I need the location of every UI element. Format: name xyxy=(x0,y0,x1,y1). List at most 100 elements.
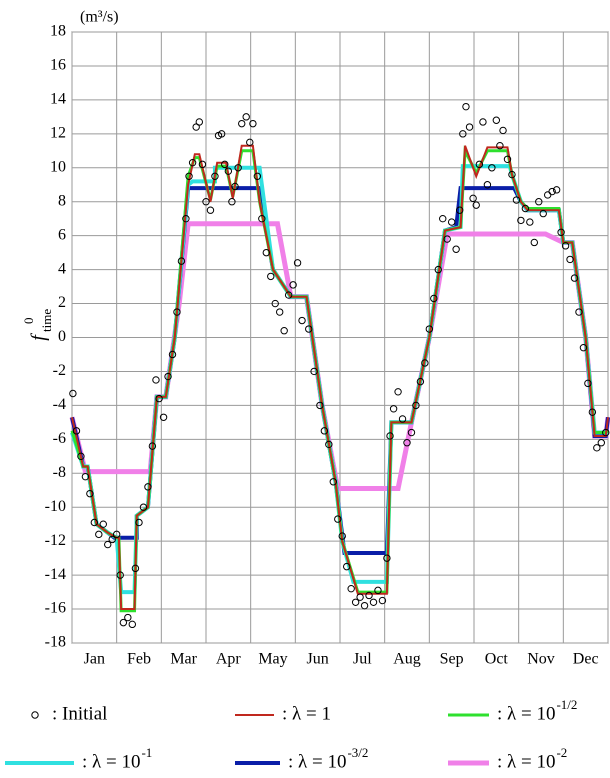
y-tick-label: -18 xyxy=(45,634,66,651)
x-tick-label: Dec xyxy=(573,651,599,668)
data-point xyxy=(144,483,152,491)
data-point xyxy=(544,191,552,199)
data-point xyxy=(77,452,85,461)
y-tick-label: 10 xyxy=(50,158,66,175)
legend-label: : Initial xyxy=(52,703,107,724)
data-point xyxy=(316,401,324,410)
data-point xyxy=(284,291,293,299)
data-point xyxy=(508,170,516,179)
data-point xyxy=(570,274,579,282)
data-point xyxy=(430,294,438,303)
data-point xyxy=(575,308,583,316)
x-tick-label: Oct xyxy=(485,651,509,668)
x-tick-label: Aug xyxy=(393,651,421,668)
x-tick-label: Jan xyxy=(84,651,105,668)
data-point xyxy=(86,489,94,498)
legend-label: : λ = 10 xyxy=(497,703,555,724)
data-point xyxy=(310,367,318,376)
y-tick-label: 14 xyxy=(50,91,66,108)
data-point xyxy=(305,325,313,333)
y-tick-label: -8 xyxy=(53,464,66,481)
data-point xyxy=(173,308,181,316)
data-point xyxy=(104,540,112,549)
legend-item: : λ = 1 xyxy=(235,703,331,724)
y-tick-label: 2 xyxy=(58,294,66,311)
data-point xyxy=(557,228,565,236)
data-point xyxy=(539,209,547,218)
data-point xyxy=(496,142,504,150)
y-tick-label: 12 xyxy=(50,125,66,142)
data-point xyxy=(369,598,378,606)
data-point xyxy=(217,130,226,138)
data-point xyxy=(588,408,597,416)
data-point xyxy=(116,571,124,579)
data-point xyxy=(499,126,507,135)
data-point xyxy=(412,401,420,410)
data-point xyxy=(394,388,402,396)
data-point xyxy=(584,379,592,388)
y-tick-label: -6 xyxy=(53,430,66,447)
data-point xyxy=(188,158,197,167)
data-point xyxy=(579,343,588,352)
legend-label: : λ = 1 xyxy=(282,703,331,724)
legend-item: : λ = 10 -1/2 xyxy=(448,697,577,724)
legend-item: : λ = 10 -3/2 xyxy=(235,745,368,772)
data-point xyxy=(159,413,168,421)
data-point xyxy=(329,478,337,486)
data-point xyxy=(95,530,103,539)
legend-label: : λ = 10 xyxy=(288,751,346,772)
data-point xyxy=(131,564,140,573)
data-point xyxy=(72,427,81,435)
data-point xyxy=(258,214,266,223)
y-label-sup: 0 xyxy=(21,318,36,325)
data-point xyxy=(535,198,543,206)
data-point xyxy=(365,591,373,600)
y-tick-label: 4 xyxy=(58,260,66,277)
data-point xyxy=(452,245,460,253)
data-point xyxy=(469,194,477,203)
data-point xyxy=(112,530,121,539)
data-point xyxy=(521,204,530,213)
data-point xyxy=(383,554,391,562)
y-tick-label: 6 xyxy=(58,226,66,243)
data-point xyxy=(242,113,250,121)
legend-item: : λ = 10 -1 xyxy=(5,745,152,772)
data-point xyxy=(81,472,90,481)
data-point xyxy=(119,618,128,627)
x-tick-label: Sep xyxy=(440,651,464,668)
data-point xyxy=(483,181,492,189)
data-point xyxy=(465,123,474,131)
legend-label: : λ = 10 xyxy=(497,751,555,772)
data-point xyxy=(253,172,262,180)
data-point xyxy=(443,235,451,243)
data-point xyxy=(447,218,456,226)
data-point xyxy=(289,281,297,289)
y-axis-label: f 0 time xyxy=(21,309,54,341)
data-point xyxy=(526,218,534,226)
data-point xyxy=(246,138,254,147)
data-point xyxy=(512,196,521,204)
y-tick-label: -2 xyxy=(53,362,66,379)
data-point xyxy=(206,206,215,214)
data-point xyxy=(360,601,369,610)
data-point xyxy=(593,444,601,452)
data-point xyxy=(434,265,442,274)
data-point xyxy=(378,596,387,605)
data-point xyxy=(479,118,487,126)
data-point xyxy=(211,172,219,180)
legend-item: : λ = 10 -2 xyxy=(448,745,567,772)
y-tick-label: 16 xyxy=(50,57,66,74)
data-point xyxy=(421,359,429,367)
x-tick-label: Jul xyxy=(353,651,372,668)
data-point xyxy=(338,532,346,540)
data-point xyxy=(168,350,177,359)
data-point xyxy=(185,172,193,180)
data-point xyxy=(597,439,605,447)
legend-item: : Initial xyxy=(31,703,107,724)
data-point xyxy=(124,613,132,622)
data-point xyxy=(234,164,242,172)
data-point xyxy=(351,598,360,606)
data-point xyxy=(182,214,190,223)
unit-label: (m³/s) xyxy=(80,9,119,26)
